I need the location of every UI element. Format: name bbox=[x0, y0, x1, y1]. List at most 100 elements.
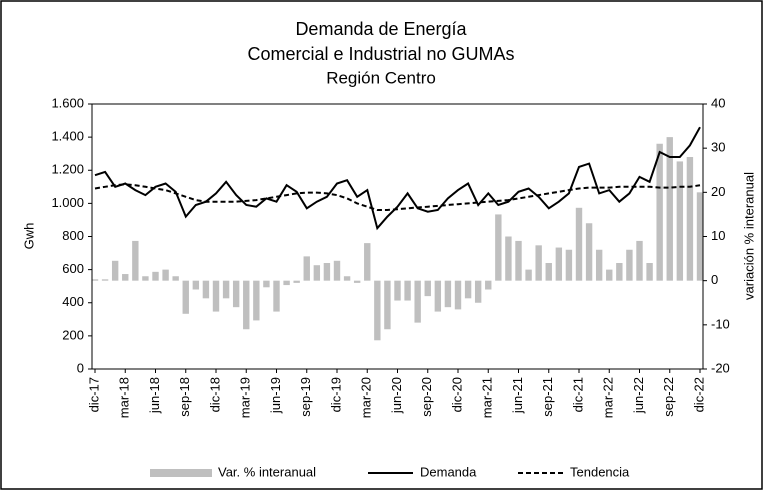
bar bbox=[212, 280, 220, 312]
y-tick-label: 1.600 bbox=[51, 95, 84, 110]
bar bbox=[293, 280, 300, 283]
y-tick-label: 1.000 bbox=[51, 195, 84, 210]
x-tick-label: sep-21 bbox=[540, 377, 555, 417]
bar bbox=[101, 279, 109, 281]
bar bbox=[91, 279, 99, 281]
bar bbox=[364, 243, 371, 281]
y-tick-label: 1.400 bbox=[51, 129, 84, 144]
line bbox=[94, 183, 701, 211]
x-tick-label: jun-20 bbox=[389, 377, 404, 414]
x-tick-label: dic-19 bbox=[328, 377, 343, 412]
bar bbox=[152, 271, 159, 281]
x-tick-label: mar-22 bbox=[601, 377, 616, 418]
x-tick-label: jun-18 bbox=[147, 377, 162, 414]
bar bbox=[616, 263, 623, 281]
bar bbox=[505, 236, 512, 281]
chart-subtitle: Región Centro bbox=[326, 68, 436, 87]
bar bbox=[343, 276, 351, 281]
bar bbox=[192, 280, 200, 290]
bar bbox=[202, 280, 210, 299]
x-tick-label: jun-22 bbox=[631, 377, 646, 414]
x-tick-label: mar-21 bbox=[480, 377, 495, 418]
bar bbox=[414, 280, 421, 323]
y-tick-label: 0 bbox=[77, 360, 84, 375]
bar bbox=[585, 223, 593, 281]
bar bbox=[283, 280, 290, 286]
bar bbox=[575, 207, 583, 281]
bar bbox=[323, 263, 331, 281]
x-tick-label: dic-21 bbox=[570, 377, 585, 412]
x-tick-label: mar-20 bbox=[359, 377, 374, 418]
chart-title-line2: Comercial e Industrial no GUMAs bbox=[247, 44, 514, 64]
bar bbox=[243, 280, 250, 330]
x-tick-label: dic-20 bbox=[449, 377, 464, 412]
y2-tick-label: 10 bbox=[711, 228, 725, 243]
y2-tick-label: 40 bbox=[711, 95, 725, 110]
legend-label: Demanda bbox=[420, 464, 477, 479]
bar bbox=[606, 269, 613, 281]
bar bbox=[132, 240, 139, 281]
y2-tick-label: 0 bbox=[711, 272, 718, 287]
bar bbox=[111, 260, 119, 281]
y-tick-label: 800 bbox=[62, 228, 84, 243]
bar bbox=[535, 245, 542, 281]
legend-label: Var. % interanual bbox=[218, 464, 316, 479]
bar bbox=[696, 192, 704, 281]
x-tick-label: dic-17 bbox=[86, 377, 101, 412]
bar bbox=[232, 280, 240, 308]
y2-axis-label: variación % interanual bbox=[741, 172, 756, 300]
chart-title: Demanda de Energía bbox=[295, 19, 467, 39]
bar bbox=[595, 249, 603, 281]
bar bbox=[515, 240, 522, 281]
bar bbox=[666, 137, 673, 281]
x-tick-label: sep-22 bbox=[661, 377, 676, 417]
line bbox=[94, 126, 701, 231]
bar bbox=[495, 214, 502, 281]
legend-label: Tendencia bbox=[570, 464, 630, 479]
bar bbox=[333, 260, 341, 281]
bar bbox=[263, 280, 270, 288]
bar bbox=[474, 280, 482, 303]
bar bbox=[525, 269, 532, 281]
bar bbox=[464, 280, 472, 299]
bar bbox=[122, 274, 129, 281]
x-tick-label: dic-18 bbox=[207, 377, 222, 412]
x-tick-label: mar-19 bbox=[238, 377, 253, 418]
y2-tick-label: -20 bbox=[711, 360, 730, 375]
y-tick-label: 400 bbox=[62, 294, 84, 309]
bar bbox=[404, 280, 411, 301]
bar bbox=[162, 269, 169, 281]
bar bbox=[424, 280, 431, 297]
bar bbox=[313, 265, 321, 281]
y-axis-label: Gwh bbox=[21, 223, 36, 250]
bar bbox=[222, 280, 230, 299]
x-tick-label: mar-18 bbox=[117, 377, 132, 418]
bar bbox=[646, 263, 653, 281]
bar bbox=[444, 280, 452, 308]
bar bbox=[676, 161, 684, 281]
bar bbox=[303, 256, 310, 281]
bar bbox=[394, 280, 401, 301]
y2-tick-label: 20 bbox=[711, 184, 725, 199]
x-tick-label: sep-19 bbox=[298, 377, 313, 417]
bar bbox=[545, 263, 552, 281]
bar bbox=[686, 157, 694, 281]
bar bbox=[353, 280, 361, 283]
bar bbox=[374, 280, 381, 341]
x-tick-label: jun-19 bbox=[268, 377, 283, 414]
bar bbox=[454, 280, 462, 310]
y2-tick-label: -10 bbox=[711, 316, 730, 331]
bar bbox=[434, 280, 442, 312]
x-tick-label: sep-18 bbox=[177, 377, 192, 417]
x-tick-label: dic-22 bbox=[691, 377, 706, 412]
bar bbox=[555, 247, 563, 281]
bar bbox=[172, 276, 179, 281]
bar bbox=[182, 280, 189, 314]
bar bbox=[142, 276, 149, 281]
bar bbox=[253, 280, 260, 321]
legend-swatch bbox=[150, 469, 212, 477]
bar bbox=[384, 280, 391, 330]
y2-tick-label: 30 bbox=[711, 140, 725, 155]
